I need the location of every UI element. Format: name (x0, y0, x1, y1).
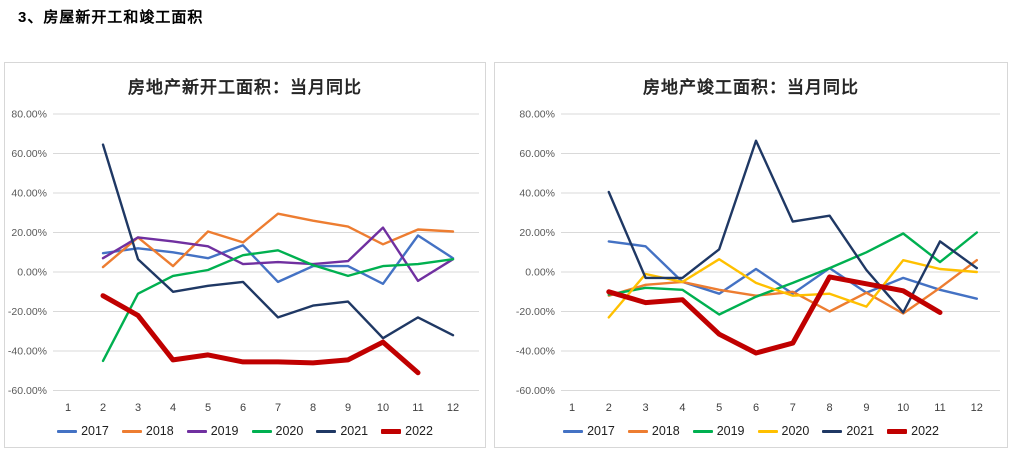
legend-swatch-2019 (186, 429, 207, 433)
x-tick-label: 4 (170, 402, 176, 414)
y-tick-label: -60.00% (8, 385, 47, 397)
x-tick-label: 11 (934, 402, 945, 414)
x-tick-label: 4 (679, 402, 685, 414)
legend-label-2019: 2019 (210, 424, 239, 438)
series-line-2020 (101, 249, 455, 363)
x-tick-label: 12 (971, 402, 983, 414)
legend-swatch-2021 (822, 429, 843, 433)
legend-item-2018: 2018 (121, 424, 174, 438)
legend-swatch-2017 (57, 429, 78, 433)
chart-legend: 2017 2018 2019 2020 2021 2022 (495, 422, 1007, 440)
chart-card-completions: 80.00% 60.00% 40.00% 20.00% 0.00% -20.00% -40.… (494, 62, 1008, 448)
legend-swatch-2017 (563, 429, 584, 433)
x-tick-label: 7 (275, 402, 281, 414)
x-tick-label: 2 (100, 402, 106, 414)
chart-legend: 2017 2018 2019 2020 2021 2022 (5, 422, 485, 440)
legend-item-2019: 2019 (692, 424, 745, 438)
legend-label-2017: 2017 (587, 424, 615, 438)
legend-item-2022: 2022 (887, 424, 939, 438)
legend-item-2019: 2019 (186, 424, 239, 438)
y-tick-label: -60.00% (516, 385, 555, 397)
y-tick-label: 20.00% (11, 227, 47, 239)
y-tick-label: 0.00% (525, 267, 555, 279)
series-line-2019 (607, 231, 978, 316)
y-tick-label: 40.00% (11, 188, 47, 200)
series-line-2022 (100, 293, 421, 376)
legend-swatch-2018 (121, 429, 142, 433)
x-tick-label: 10 (377, 402, 389, 414)
legend-item-2021: 2021 (822, 424, 874, 438)
x-tick-label: 6 (753, 402, 759, 414)
legend-swatch-2022 (381, 428, 402, 434)
y-tick-label: 60.00% (11, 148, 47, 160)
x-tick-label: 12 (447, 402, 459, 414)
series-line-2021 (607, 139, 978, 314)
legend-swatch-2018 (627, 429, 648, 433)
legend-swatch-2020 (251, 429, 272, 433)
legend-label-2022: 2022 (911, 424, 939, 438)
section-heading: 3、房屋新开工和竣工面积 (18, 9, 204, 26)
legend-item-2021: 2021 (316, 424, 368, 438)
x-tick-label: 5 (205, 402, 211, 414)
x-tick-label: 2 (606, 402, 612, 414)
legend-label-2018: 2018 (145, 424, 174, 438)
legend-swatch-2020 (757, 429, 778, 433)
legend-label-2022: 2022 (405, 424, 433, 438)
legend-label-2018: 2018 (651, 424, 680, 438)
plot-area: 80.00% 60.00% 40.00% 20.00% 0.00% -20.00% -40.… (516, 109, 1000, 414)
x-tick-label: 1 (65, 402, 71, 414)
y-tick-label: -40.00% (8, 346, 47, 358)
y-tick-label: 20.00% (519, 227, 555, 239)
x-tick-label: 8 (827, 402, 833, 414)
legend-label-2021: 2021 (340, 424, 369, 438)
series-line-2019 (101, 226, 455, 283)
series-line-2017 (101, 234, 455, 286)
y-tick-label: -40.00% (516, 346, 555, 358)
x-tick-label: 11 (412, 402, 423, 414)
x-tick-label: 8 (310, 402, 316, 414)
legend-label-2021: 2021 (846, 424, 875, 438)
x-tick-label: 10 (897, 402, 909, 414)
series-line-2018 (101, 212, 455, 269)
legend-label-2017: 2017 (81, 424, 109, 438)
legend-item-2018: 2018 (627, 424, 680, 438)
legend-label-2019: 2019 (716, 424, 745, 438)
y-tick-label: -20.00% (8, 306, 47, 318)
legend-label-2020: 2020 (275, 424, 304, 438)
plot-area: 80.00% 60.00% 40.00% 20.00% 0.00% -20.00% -40.… (8, 109, 479, 414)
legend-label-2020: 2020 (781, 424, 810, 438)
x-tick-label: 9 (345, 402, 351, 414)
y-tick-label: 0.00% (17, 267, 47, 279)
x-tick-label: 7 (790, 402, 796, 414)
chart-title: 房地产竣工面积：当月同比 (643, 78, 859, 97)
legend-item-2020: 2020 (757, 424, 810, 438)
x-tick-label: 1 (569, 402, 575, 414)
x-tick-label: 9 (863, 402, 869, 414)
legend-item-2017: 2017 (563, 424, 615, 438)
x-tick-label: 3 (643, 402, 649, 414)
x-tick-label: 3 (135, 402, 141, 414)
x-tick-label: 5 (716, 402, 722, 414)
series-line-2018 (607, 258, 978, 315)
y-tick-label: 40.00% (519, 188, 555, 200)
series-line-2022 (606, 274, 943, 356)
chart-card-new-starts: 80.00% 60.00% 40.00% 20.00% 0.00% -20.00% -40.… (4, 62, 486, 448)
legend-swatch-2022 (887, 428, 908, 434)
legend-item-2017: 2017 (57, 424, 109, 438)
legend-item-2020: 2020 (251, 424, 304, 438)
y-tick-label: -20.00% (516, 306, 555, 318)
y-tick-label: 60.00% (519, 148, 555, 160)
chart-title: 房地产新开工面积：当月同比 (128, 78, 362, 97)
series-line-2021 (101, 143, 455, 340)
legend-swatch-2019 (692, 429, 713, 433)
series-line-2017 (607, 240, 978, 300)
x-tick-label: 6 (240, 402, 246, 414)
y-tick-label: 80.00% (519, 109, 555, 121)
legend-item-2022: 2022 (381, 424, 433, 438)
series-line-2020 (607, 257, 978, 319)
y-tick-label: 80.00% (11, 109, 47, 121)
legend-swatch-2021 (316, 429, 337, 433)
